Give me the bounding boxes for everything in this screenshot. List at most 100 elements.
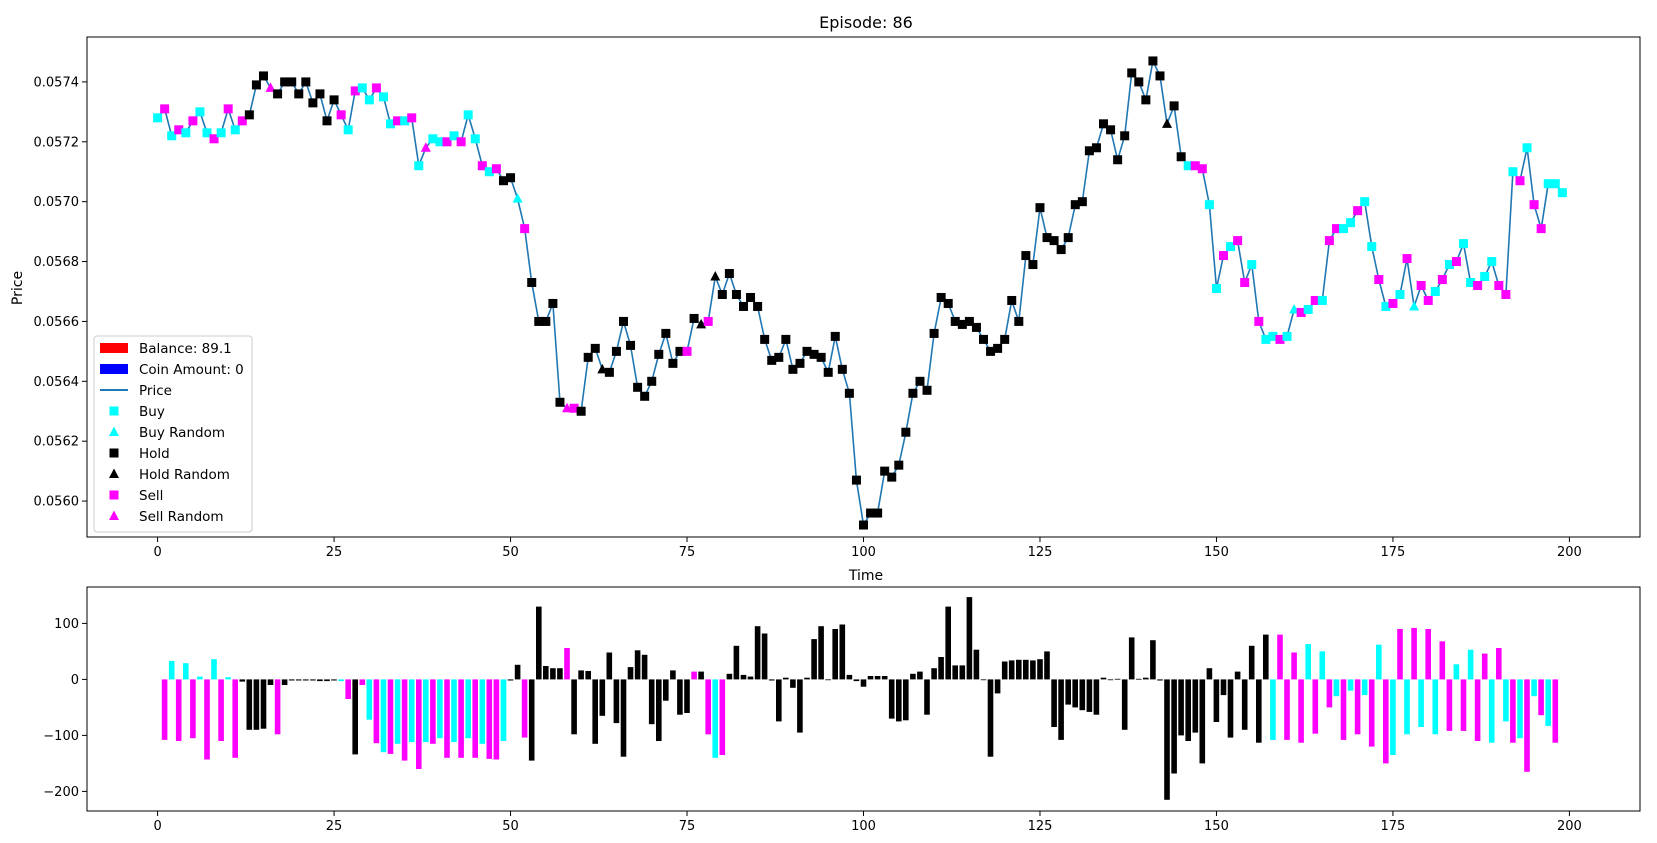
- buy-bar: [168, 660, 175, 680]
- hold-marker: [611, 346, 621, 356]
- hold-random-marker: [710, 271, 721, 281]
- buy-marker: [1183, 161, 1193, 171]
- buy-bar: [1453, 664, 1460, 680]
- buy-bar: [338, 679, 344, 682]
- sell-bar: [1368, 679, 1375, 747]
- sell-marker: [237, 116, 247, 126]
- buy-bar: [225, 677, 231, 680]
- hold-marker: [583, 352, 593, 362]
- buy-bar: [1376, 644, 1382, 680]
- hold-bar: [578, 670, 584, 680]
- sell-bar: [1496, 648, 1502, 680]
- sell-random-marker: [562, 402, 573, 413]
- hold-bar: [620, 679, 627, 757]
- hold-marker: [887, 472, 897, 482]
- hold-marker: [788, 364, 798, 374]
- sell-marker: [350, 86, 360, 96]
- hold-marker: [294, 89, 304, 99]
- hold-bar: [627, 667, 634, 680]
- sell-random-marker: [420, 142, 431, 152]
- x-tick-label: 25: [326, 545, 343, 560]
- hold-bar: [606, 652, 613, 680]
- buy-marker: [1211, 283, 1221, 293]
- hold-marker: [943, 298, 953, 308]
- hold-marker: [604, 367, 614, 377]
- hold-bar: [528, 679, 535, 761]
- hold-bar: [267, 679, 274, 685]
- hold-marker: [873, 508, 883, 518]
- sell-bar: [1460, 679, 1467, 731]
- sell-marker: [1353, 206, 1363, 216]
- legend-swatch: [109, 490, 119, 500]
- hold-marker: [1014, 316, 1024, 326]
- sell-bar: [190, 679, 196, 739]
- buy-bar: [1390, 679, 1396, 755]
- sell-bar: [1397, 629, 1403, 680]
- hold-marker: [251, 80, 261, 90]
- sell-bar: [345, 679, 351, 699]
- sell-bar: [175, 679, 182, 741]
- hold-bar: [1164, 679, 1170, 800]
- buy-bar: [1361, 679, 1368, 696]
- hold-bar: [324, 679, 330, 682]
- sell-bar: [1298, 679, 1304, 743]
- hold-marker: [506, 173, 516, 183]
- buy-bar: [1545, 679, 1551, 726]
- buy-bar: [1418, 679, 1424, 727]
- sell-marker: [160, 104, 170, 114]
- hold-bar: [881, 676, 888, 680]
- hold-bar: [656, 679, 662, 741]
- hold-bar: [1136, 678, 1142, 680]
- sell-bar: [691, 671, 697, 680]
- y-tick-label: 0.0566: [34, 315, 80, 330]
- y-tick-label: 0.0560: [34, 495, 80, 510]
- hold-bar: [1248, 645, 1255, 680]
- hold-bar: [1227, 679, 1234, 738]
- x-tick-label: 25: [326, 819, 343, 834]
- hold-bar: [1001, 661, 1008, 680]
- buy-marker: [1204, 200, 1214, 210]
- hold-bar: [754, 626, 761, 680]
- hold-marker: [844, 388, 854, 398]
- hold-bar: [557, 668, 563, 680]
- legend-label: Sell: [139, 488, 163, 504]
- hold-marker: [1056, 245, 1066, 255]
- sell-marker: [371, 83, 381, 93]
- hold-bar: [677, 679, 683, 715]
- hold-bar: [317, 679, 323, 682]
- sell-bar: [1474, 679, 1481, 741]
- x-tick-label: 175: [1381, 545, 1406, 560]
- x-tick-label: 200: [1557, 545, 1582, 560]
- hold-marker: [244, 110, 254, 120]
- sell-bar: [1312, 679, 1319, 734]
- x-tick-label: 150: [1204, 819, 1229, 834]
- x-tick-label: 100: [851, 819, 876, 834]
- hold-bar: [663, 679, 669, 701]
- hold-marker: [647, 376, 657, 386]
- hold-bar: [776, 679, 782, 722]
- hold-bar: [931, 668, 937, 680]
- bar-plot: 0 25 50 75 100 125 150 175 200 −200 −100 0 100: [43, 586, 1641, 834]
- price-plot: 0 25 50 75 100 125 150 175 200 0.0560 0.0562 0.0564…: [34, 36, 1641, 560]
- sell-marker: [1473, 281, 1483, 291]
- hold-marker: [633, 382, 643, 392]
- hold-random-marker: [597, 363, 608, 374]
- hold-bar: [550, 668, 556, 680]
- buy-marker: [1550, 179, 1560, 189]
- buy-bar: [423, 679, 429, 743]
- hold-bar: [310, 679, 316, 681]
- y-tick-label: 0.0564: [34, 375, 80, 390]
- hold-marker: [753, 301, 763, 311]
- sell-bar: [1284, 679, 1290, 740]
- hold-marker: [1063, 233, 1073, 243]
- hold-bar: [613, 679, 620, 724]
- hold-marker: [915, 376, 925, 386]
- buy-bar: [394, 679, 401, 744]
- hold-marker: [936, 292, 946, 302]
- sell-bar: [1277, 634, 1283, 680]
- hold-bar: [1220, 679, 1227, 696]
- buy-marker: [181, 128, 191, 138]
- hold-marker: [1155, 71, 1165, 81]
- buy-bar: [500, 679, 507, 741]
